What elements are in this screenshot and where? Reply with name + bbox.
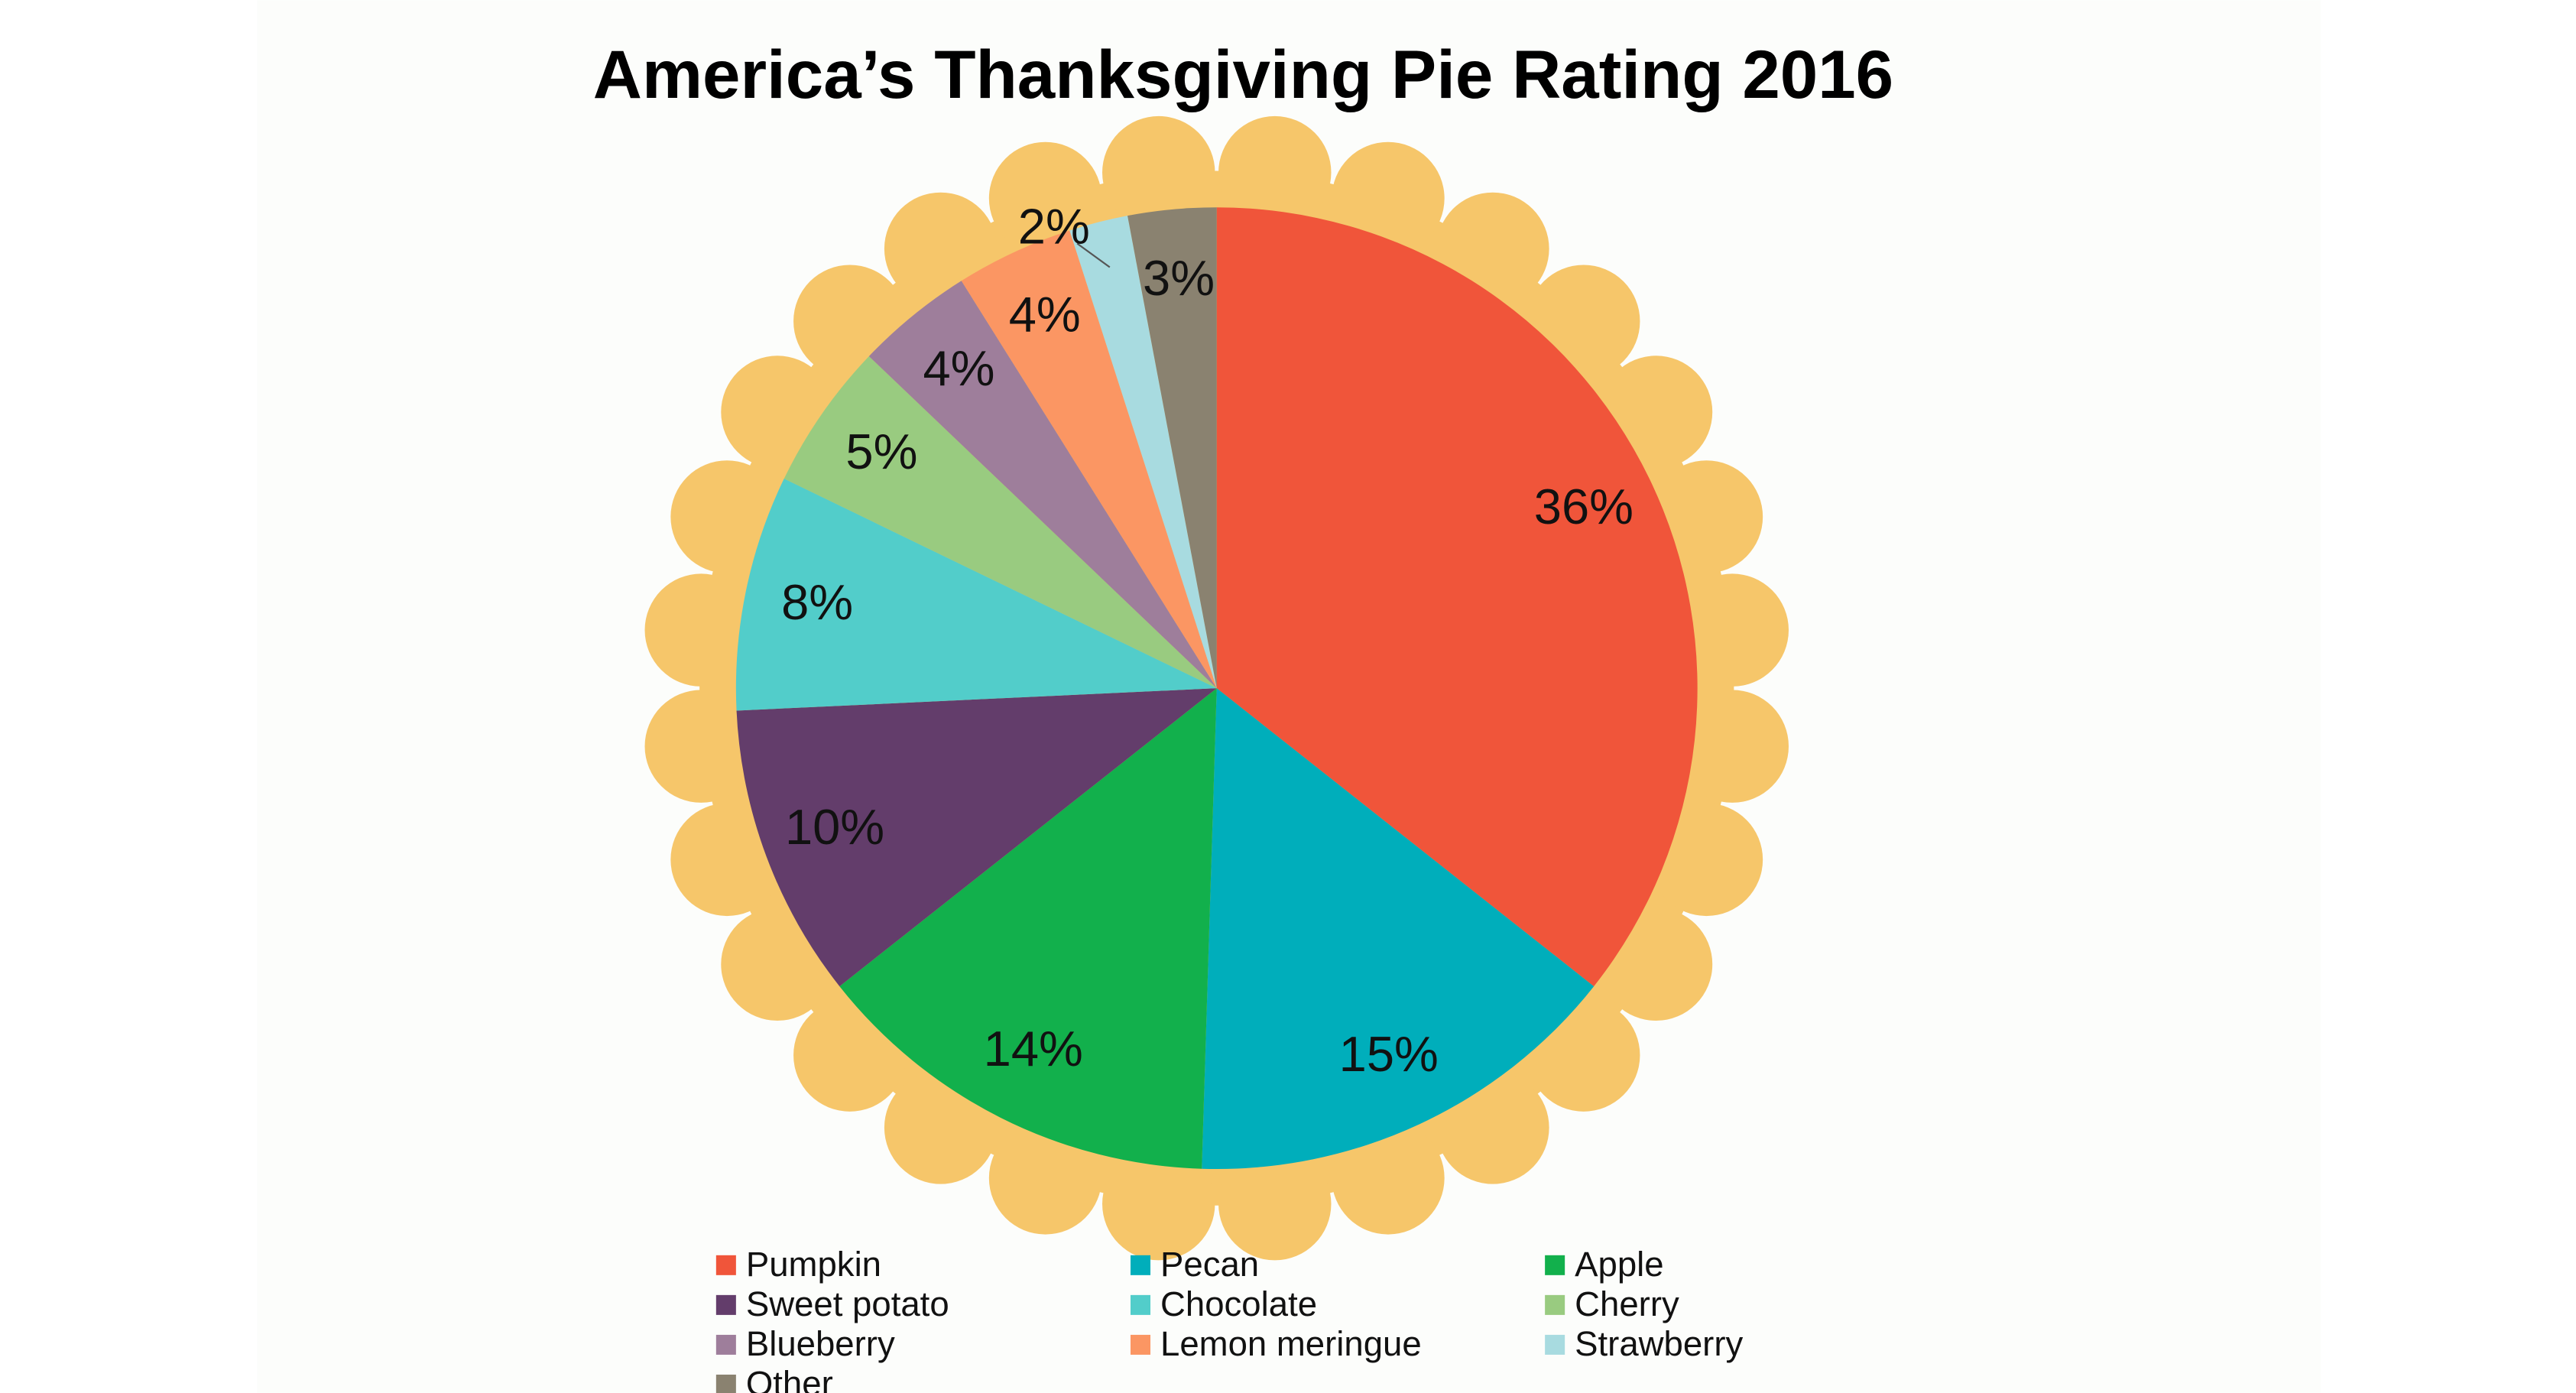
- crust-scallop: [1218, 115, 1332, 229]
- pie-slice: [839, 688, 1217, 1169]
- legend: Pumpkin Pecan Apple Sweet potato Chocolate Ch…: [715, 1245, 1744, 1393]
- legend-label: Pecan: [1160, 1245, 1259, 1284]
- legend-swatch: [1130, 1334, 1151, 1355]
- crust-scallop: [1332, 1122, 1445, 1235]
- data-label: 36%: [1534, 479, 1634, 534]
- crust-scallop: [644, 573, 758, 687]
- crust-scallop: [1676, 573, 1789, 687]
- legend-swatch: [715, 1255, 736, 1275]
- legend-label: Pumpkin: [746, 1245, 881, 1284]
- data-label: 2%: [1018, 198, 1090, 254]
- pie-slice: [1202, 688, 1595, 1170]
- legend-swatch: [715, 1374, 736, 1393]
- legend-label: Other: [746, 1364, 833, 1393]
- leader-line: [1076, 242, 1111, 268]
- legend-swatch: [715, 1294, 736, 1315]
- data-label: 15%: [1339, 1026, 1439, 1082]
- pie-slice: [735, 479, 1217, 711]
- crust-scallop: [988, 141, 1102, 255]
- pie-slice: [961, 230, 1217, 689]
- legend-label: Blueberry: [746, 1324, 895, 1363]
- data-label: 8%: [781, 574, 853, 630]
- legend-label: Apple: [1575, 1245, 1663, 1284]
- legend-label: Cherry: [1575, 1284, 1679, 1323]
- data-label: 10%: [785, 799, 884, 855]
- crust-scallop: [670, 460, 784, 573]
- crust-scallop: [1332, 141, 1445, 255]
- crust-scallop: [670, 803, 784, 917]
- pie-slice: [1127, 207, 1217, 689]
- data-label: 14%: [984, 1021, 1083, 1076]
- pie-slice: [784, 356, 1217, 689]
- data-label: 4%: [1009, 287, 1081, 343]
- crust-scallop: [988, 1122, 1102, 1235]
- data-label: 4%: [923, 340, 995, 396]
- legend-label: Sweet potato: [746, 1284, 949, 1323]
- legend-label: Strawberry: [1575, 1324, 1743, 1363]
- legend-label: Chocolate: [1160, 1284, 1317, 1323]
- crust-scallop: [644, 690, 758, 803]
- legend-swatch: [1130, 1255, 1151, 1275]
- crust-scallop: [1650, 460, 1763, 573]
- legend-swatch: [715, 1334, 736, 1355]
- crust-scallop: [1102, 115, 1215, 229]
- crust-scallop: [1650, 803, 1763, 917]
- crust-scallop: [1676, 690, 1789, 803]
- crust-scallop: [1102, 1147, 1215, 1261]
- legend-label: Lemon meringue: [1160, 1324, 1422, 1363]
- chart-title: America’s Thanksgiving Pie Rating 2016: [593, 37, 1893, 112]
- pie-slice: [736, 688, 1217, 987]
- data-label: 5%: [845, 424, 917, 479]
- legend-swatch: [1545, 1334, 1565, 1355]
- labels: 36%15%14%10%8%5%4%4%2%3%: [781, 198, 1634, 1082]
- pie-slice: [1216, 207, 1698, 987]
- legend-swatch: [1545, 1294, 1565, 1315]
- legend-swatch: [1130, 1294, 1151, 1315]
- pie-slice: [868, 281, 1217, 689]
- pie-slice: [1069, 216, 1217, 689]
- legend-swatch: [1545, 1255, 1565, 1275]
- slices: [735, 207, 1698, 1170]
- crust-scallop: [1218, 1147, 1332, 1261]
- data-label: 3%: [1143, 250, 1215, 306]
